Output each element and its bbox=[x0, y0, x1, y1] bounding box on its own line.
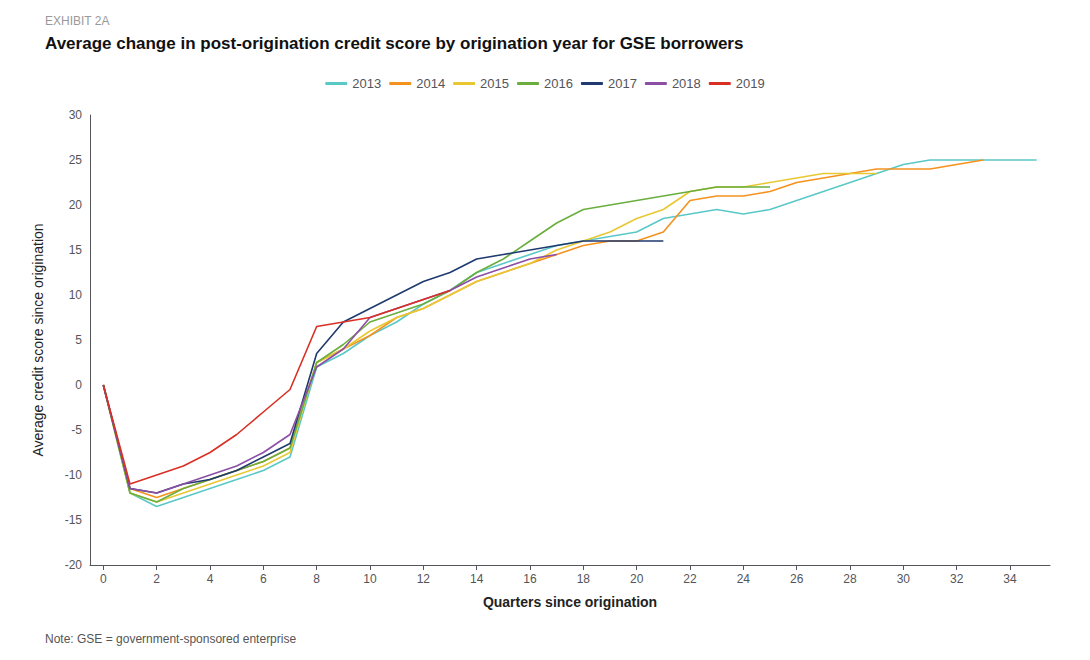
svg-text:Quarters since origination: Quarters since origination bbox=[483, 594, 657, 610]
svg-text:2: 2 bbox=[153, 572, 160, 586]
svg-text:10: 10 bbox=[69, 288, 83, 302]
svg-text:-5: -5 bbox=[71, 423, 82, 437]
svg-text:24: 24 bbox=[737, 572, 751, 586]
svg-text:EXHIBIT 2A: EXHIBIT 2A bbox=[45, 14, 109, 28]
svg-text:5: 5 bbox=[75, 333, 82, 347]
svg-text:0: 0 bbox=[100, 572, 107, 586]
svg-text:-20: -20 bbox=[65, 558, 83, 572]
svg-text:34: 34 bbox=[1003, 572, 1017, 586]
svg-text:30: 30 bbox=[69, 108, 83, 122]
svg-text:8: 8 bbox=[313, 572, 320, 586]
svg-text:30: 30 bbox=[897, 572, 911, 586]
svg-text:-10: -10 bbox=[65, 468, 83, 482]
svg-text:25: 25 bbox=[69, 153, 83, 167]
svg-text:2017: 2017 bbox=[608, 76, 637, 91]
svg-text:20: 20 bbox=[630, 572, 644, 586]
svg-text:12: 12 bbox=[417, 572, 431, 586]
svg-text:2015: 2015 bbox=[480, 76, 509, 91]
svg-text:2016: 2016 bbox=[544, 76, 573, 91]
svg-text:14: 14 bbox=[470, 572, 484, 586]
svg-text:2014: 2014 bbox=[416, 76, 445, 91]
svg-text:16: 16 bbox=[523, 572, 537, 586]
svg-text:2019: 2019 bbox=[736, 76, 765, 91]
svg-text:10: 10 bbox=[363, 572, 377, 586]
svg-text:Average change in post-origina: Average change in post-origination credi… bbox=[45, 34, 743, 53]
svg-text:26: 26 bbox=[790, 572, 804, 586]
svg-text:2018: 2018 bbox=[672, 76, 701, 91]
svg-text:4: 4 bbox=[207, 572, 214, 586]
svg-text:6: 6 bbox=[260, 572, 267, 586]
svg-text:28: 28 bbox=[843, 572, 857, 586]
svg-text:22: 22 bbox=[683, 572, 697, 586]
svg-text:Average credit score since ori: Average credit score since origination bbox=[30, 223, 46, 456]
svg-text:32: 32 bbox=[950, 572, 964, 586]
svg-text:0: 0 bbox=[75, 378, 82, 392]
svg-text:2013: 2013 bbox=[352, 76, 381, 91]
svg-text:-15: -15 bbox=[65, 513, 83, 527]
svg-text:Note: GSE = government-sponsor: Note: GSE = government-sponsored enterpr… bbox=[45, 632, 296, 646]
svg-text:15: 15 bbox=[69, 243, 83, 257]
svg-text:20: 20 bbox=[69, 198, 83, 212]
svg-text:18: 18 bbox=[577, 572, 591, 586]
